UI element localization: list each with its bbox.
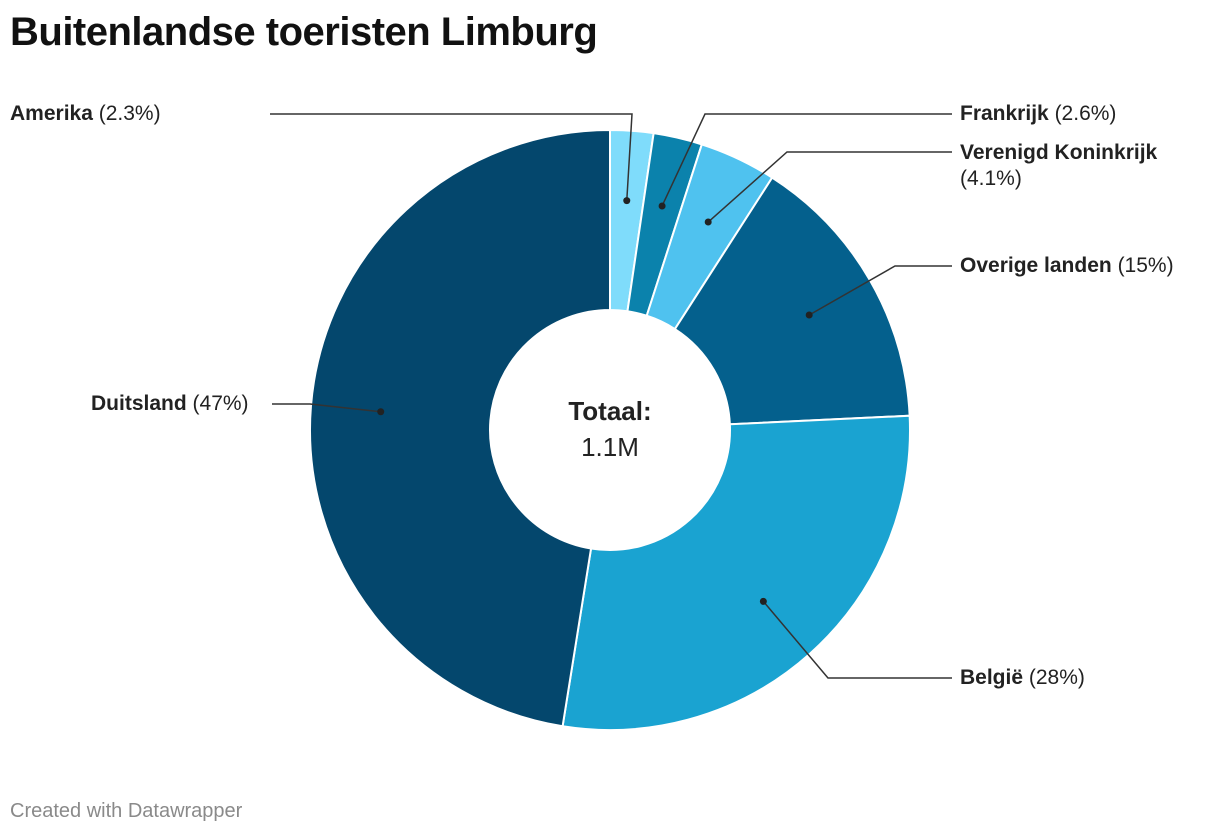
center-total-label: Totaal:: [568, 396, 652, 426]
chart-title: Buitenlandse toeristen Limburg: [10, 10, 598, 54]
label-frankrijk: Frankrijk (2.6%): [960, 102, 1117, 125]
center-total-value: 1.1M: [581, 432, 639, 462]
label-verenigd-koninkrijk: Verenigd Koninkrijk (4.1%): [960, 141, 1158, 190]
leader-line-frankrijk: [661, 113, 952, 207]
leader-line-overige-landen: [808, 265, 952, 316]
label-overige-landen: Overige landen (15%): [960, 254, 1174, 277]
label-belgie: België (28%): [960, 666, 1085, 689]
leader-line-verenigd-koninkrijk: [707, 151, 952, 223]
leader-line-amerika: [270, 113, 633, 201]
leader-line-duitsland: [272, 403, 381, 413]
slice-belgie: [561, 414, 911, 731]
leader-dot-belgie: [759, 597, 767, 605]
slice-overige-landen: [673, 176, 911, 426]
footer-credit: Created with Datawrapper: [10, 800, 243, 822]
leader-dot-duitsland: [377, 408, 385, 416]
leader-dot-verenigd-koninkrijk: [704, 218, 712, 226]
leader-dot-frankrijk: [658, 202, 666, 210]
slice-duitsland: [309, 128, 611, 728]
leader-dot-amerika: [623, 197, 631, 205]
leader-line-belgie: [762, 600, 952, 679]
label-duitsland: Duitsland (47%): [91, 392, 249, 415]
label-amerika: Amerika (2.3%): [10, 102, 161, 125]
leader-dot-overige-landen: [805, 311, 813, 319]
